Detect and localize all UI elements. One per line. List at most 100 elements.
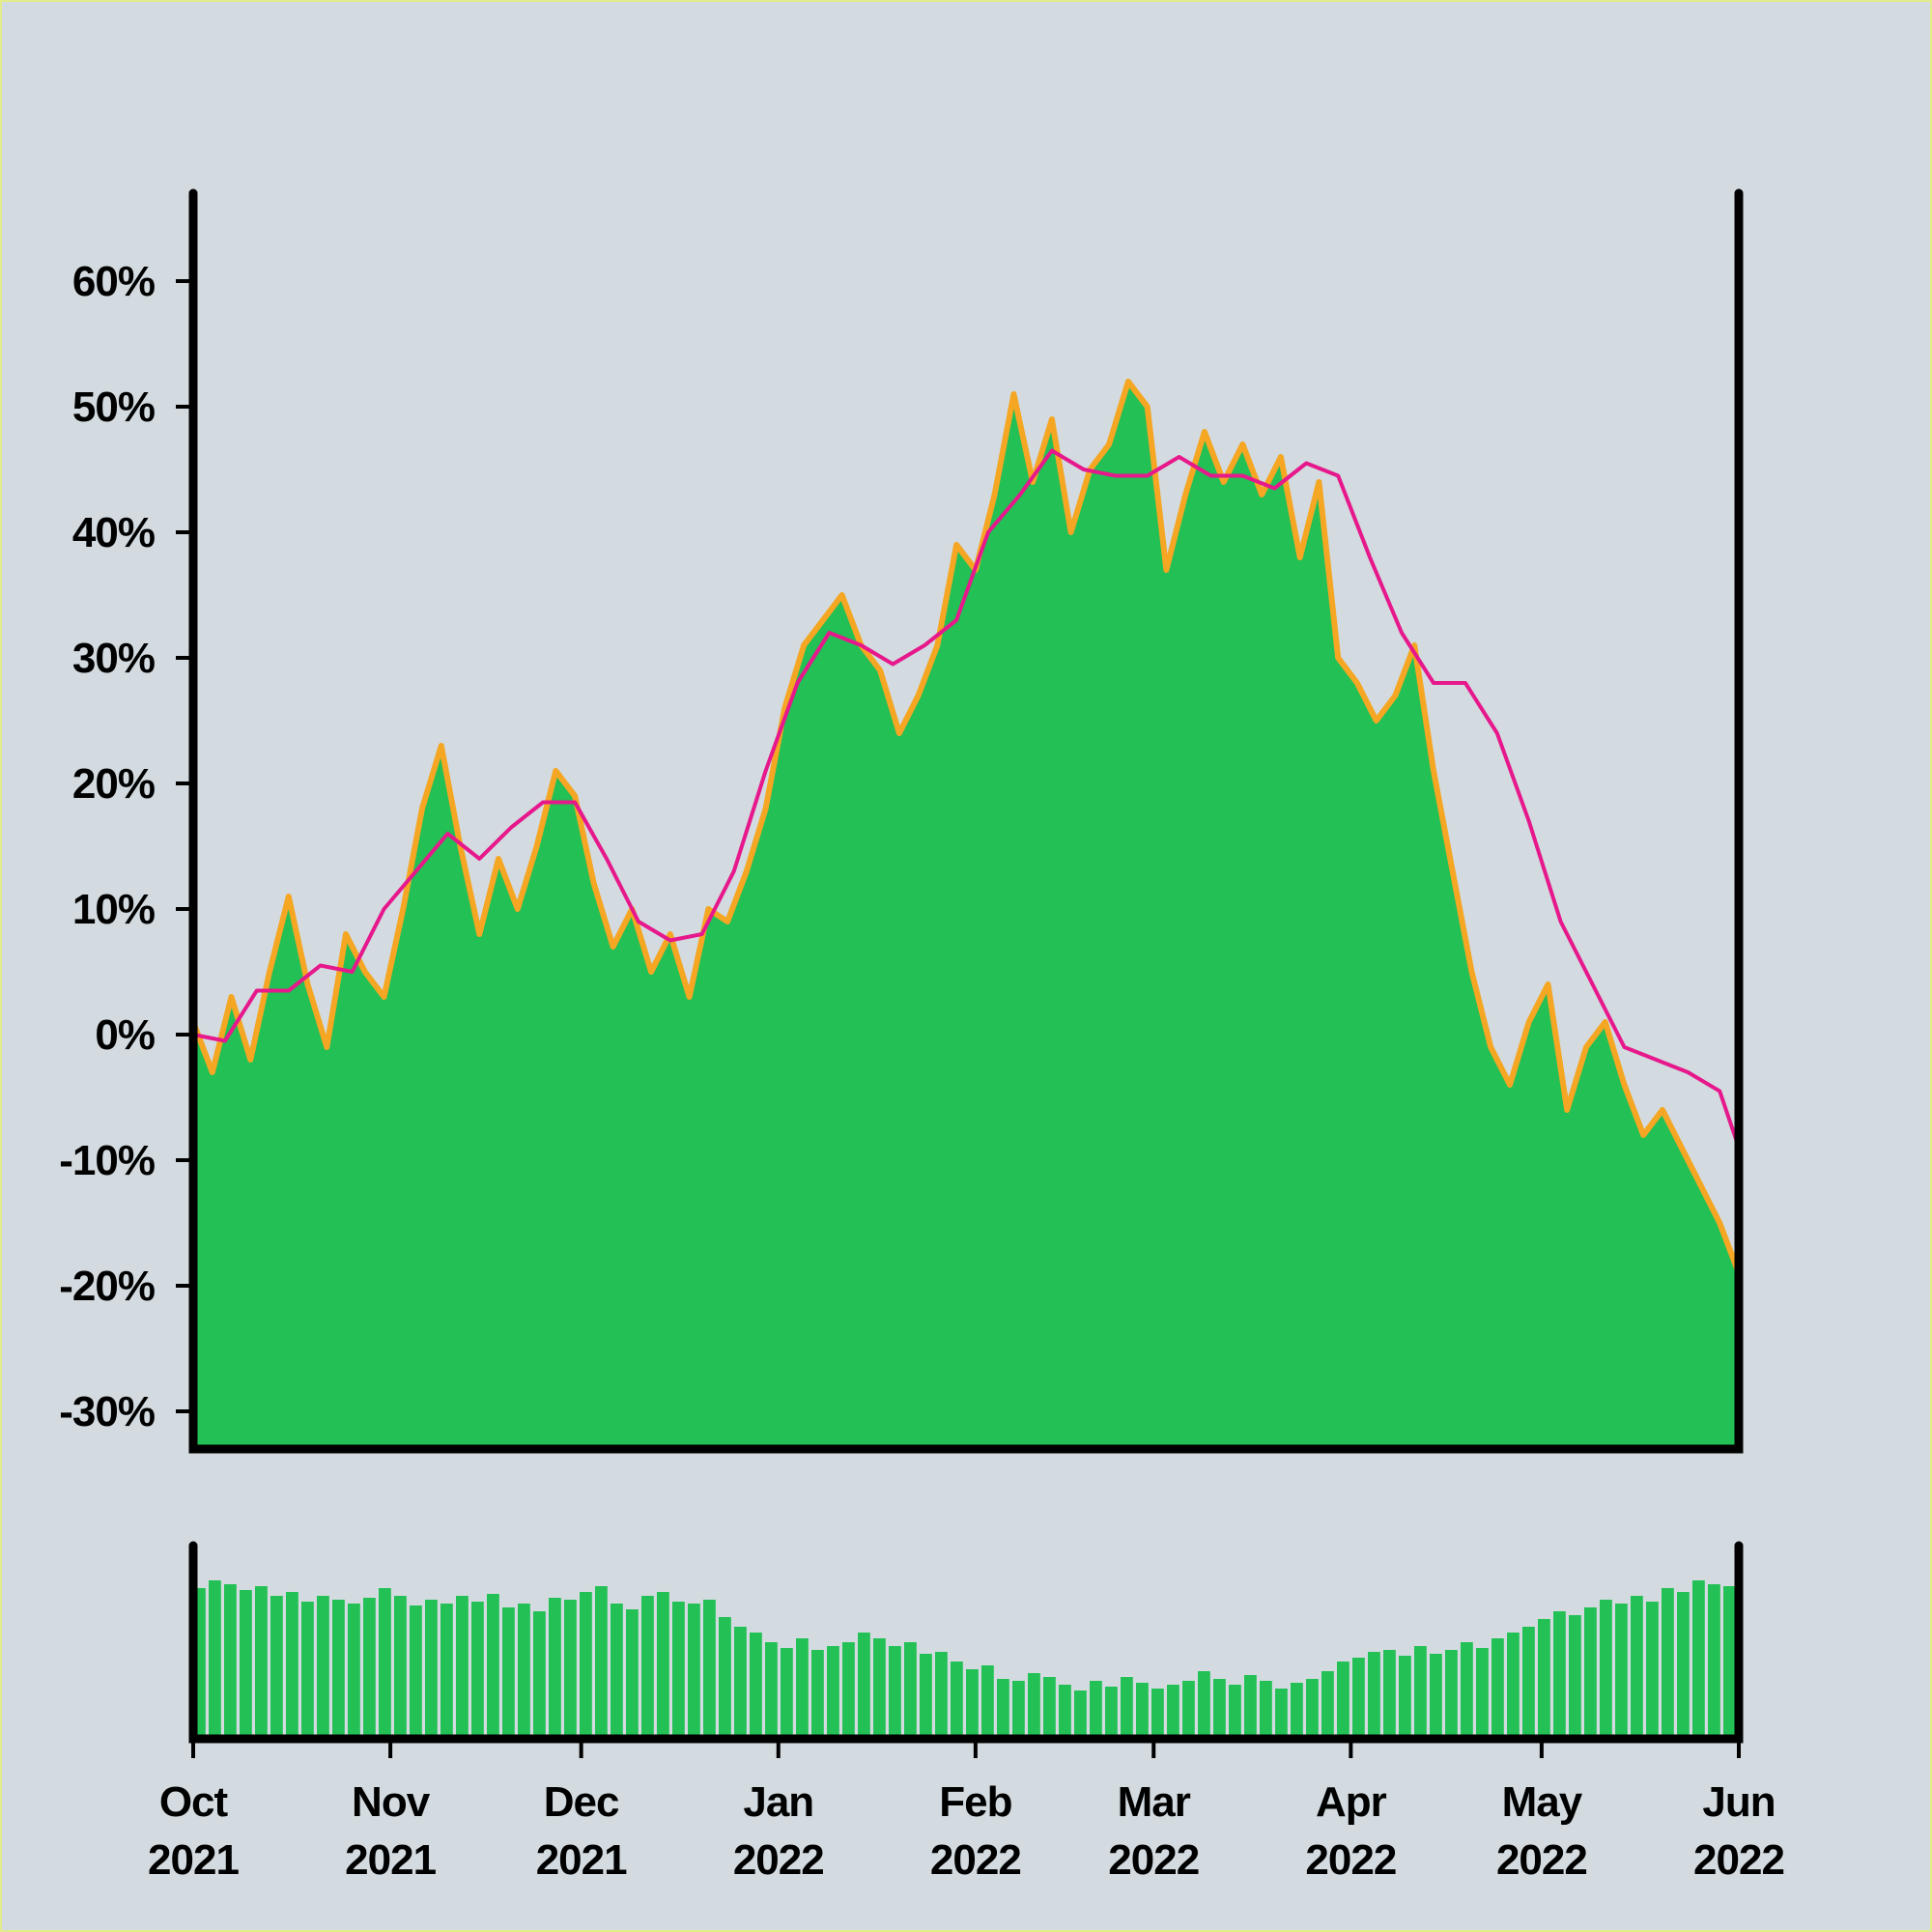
volume-bar bbox=[440, 1604, 453, 1739]
volume-bar bbox=[1615, 1604, 1628, 1739]
y-tick-label: 10% bbox=[72, 886, 155, 933]
volume-bar bbox=[332, 1600, 345, 1739]
x-tick-label-year: 2021 bbox=[536, 1836, 627, 1884]
volume-bar bbox=[1383, 1650, 1396, 1739]
volume-bar bbox=[270, 1596, 283, 1739]
volume-bar bbox=[286, 1592, 298, 1739]
volume-bar bbox=[657, 1592, 669, 1739]
volume-bar bbox=[750, 1633, 762, 1739]
volume-bar bbox=[1646, 1602, 1659, 1739]
volume-bar bbox=[1507, 1633, 1520, 1739]
volume-bar bbox=[301, 1602, 314, 1739]
x-tick-label-month: Jun bbox=[1702, 1778, 1775, 1826]
volume-bar bbox=[1074, 1690, 1087, 1739]
volume-bar bbox=[471, 1602, 484, 1739]
volume-bar bbox=[703, 1600, 716, 1739]
volume-bar bbox=[1631, 1596, 1643, 1739]
volume-bar bbox=[858, 1633, 870, 1739]
y-tick-label: -30% bbox=[59, 1388, 155, 1435]
volume-bar bbox=[981, 1665, 994, 1739]
volume-bar bbox=[224, 1584, 237, 1739]
volume-plot-frame bbox=[188, 1541, 1744, 1744]
x-tick-label-month: May bbox=[1502, 1778, 1583, 1826]
volume-bar bbox=[1337, 1662, 1350, 1739]
volume-bar bbox=[425, 1600, 438, 1739]
x-tick-label-year: 2021 bbox=[148, 1836, 239, 1884]
y-tick-label: 60% bbox=[72, 258, 155, 305]
volume-bar bbox=[1028, 1673, 1040, 1739]
volume-bar bbox=[1430, 1654, 1442, 1739]
volume-panel bbox=[188, 1541, 1744, 1744]
volume-bar bbox=[595, 1586, 608, 1739]
volume-bar bbox=[626, 1609, 639, 1739]
volume-bar bbox=[1723, 1586, 1736, 1739]
volume-bar bbox=[502, 1607, 515, 1739]
x-tick-label-year: 2022 bbox=[1496, 1836, 1587, 1884]
volume-bar bbox=[811, 1650, 824, 1739]
volume-bar bbox=[363, 1598, 376, 1739]
volume-bar bbox=[997, 1679, 1009, 1739]
volume-bar bbox=[765, 1642, 778, 1739]
volume-bar bbox=[1260, 1681, 1272, 1739]
volume-bar bbox=[688, 1604, 700, 1739]
volume-bar bbox=[1059, 1685, 1071, 1739]
volume-bar bbox=[1461, 1642, 1473, 1739]
volume-bar bbox=[1136, 1683, 1149, 1739]
volume-bar bbox=[255, 1586, 268, 1739]
area-edge-line bbox=[190, 379, 1742, 1275]
volume-bar bbox=[1476, 1648, 1489, 1739]
volume-bar bbox=[549, 1598, 561, 1739]
volume-bar bbox=[1662, 1588, 1674, 1739]
volume-bar bbox=[719, 1617, 731, 1739]
volume-bar bbox=[1012, 1681, 1025, 1739]
volume-bar bbox=[1584, 1607, 1597, 1739]
y-tick-label: 20% bbox=[72, 760, 155, 808]
volume-bar bbox=[1368, 1652, 1380, 1739]
volume-bar bbox=[966, 1669, 979, 1739]
volume-bar bbox=[1244, 1675, 1257, 1739]
x-tick-label-year: 2022 bbox=[930, 1836, 1021, 1884]
x-tick-label-year: 2022 bbox=[1108, 1836, 1199, 1884]
volume-bar bbox=[781, 1648, 793, 1739]
volume-bar bbox=[734, 1627, 747, 1739]
volume-bar bbox=[796, 1638, 809, 1739]
volume-bar bbox=[889, 1646, 901, 1739]
volume-bar bbox=[1105, 1687, 1118, 1739]
x-tick-label-month: Feb bbox=[939, 1778, 1011, 1826]
volume-bar bbox=[379, 1588, 391, 1739]
volume-bar bbox=[1121, 1677, 1133, 1739]
volume-bar bbox=[1213, 1679, 1226, 1739]
volume-bar bbox=[1151, 1689, 1164, 1739]
volume-bar bbox=[1198, 1671, 1210, 1739]
volume-bar bbox=[1291, 1683, 1303, 1739]
x-tick-label-year: 2022 bbox=[733, 1836, 824, 1884]
volume-bar bbox=[394, 1596, 407, 1739]
volume-bar bbox=[1352, 1658, 1365, 1739]
volume-bar bbox=[240, 1590, 252, 1739]
volume-bar bbox=[641, 1596, 654, 1739]
x-tick-label-month: Nov bbox=[352, 1778, 431, 1826]
volume-bar bbox=[1306, 1679, 1319, 1739]
volume-bar bbox=[1538, 1619, 1550, 1739]
x-tick-label-month: Dec bbox=[544, 1778, 619, 1826]
volume-bar bbox=[672, 1602, 685, 1739]
volume-bar bbox=[1708, 1584, 1720, 1739]
x-tick-label-month: Mar bbox=[1118, 1778, 1191, 1826]
volume-bar bbox=[920, 1654, 932, 1739]
volume-bar bbox=[827, 1646, 839, 1739]
volume-bar bbox=[1569, 1615, 1581, 1739]
volume-bar bbox=[518, 1604, 530, 1739]
main-plot-frame bbox=[188, 188, 1744, 1454]
y-tick-label: 0% bbox=[95, 1011, 155, 1059]
x-tick-label-month: Apr bbox=[1316, 1778, 1387, 1826]
volume-bar bbox=[1445, 1650, 1458, 1739]
x-tick-label-month: Jan bbox=[743, 1778, 813, 1826]
volume-bar bbox=[951, 1662, 963, 1739]
volume-bar bbox=[1492, 1638, 1504, 1739]
y-tick-label: -20% bbox=[59, 1263, 155, 1310]
volume-bar bbox=[1692, 1580, 1705, 1739]
x-tick-label-month: Oct bbox=[159, 1778, 229, 1826]
y-tick-label: 30% bbox=[72, 635, 155, 682]
